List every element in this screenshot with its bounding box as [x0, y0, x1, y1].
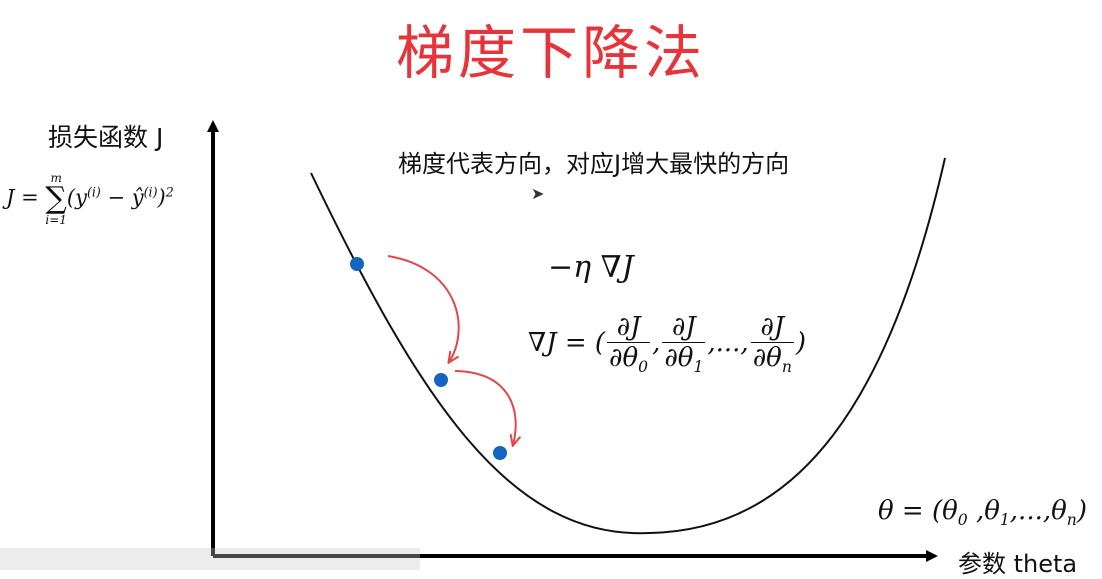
gradient-description: 梯度代表方向，对应J增大最快的方向 — [398, 150, 790, 178]
diagram-title: 梯度下降法 — [395, 19, 706, 87]
descent-point-3 — [493, 446, 507, 460]
y-axis-label: 损失函数 J — [48, 123, 164, 152]
gradient-step-arrow-1 — [387, 255, 460, 362]
gradient-formula: ∇J = (∂J ∂θ0, ∂J ∂θ1,..., ∂J ∂θn) — [528, 312, 807, 377]
gradient-step-arrow-2 — [454, 370, 516, 445]
x-axis-label: 参数 theta — [958, 550, 1078, 578]
loss-formula: J = m ∑ i=1 (y(i) − ŷ(i))2 — [6, 171, 174, 227]
loss-curve — [310, 157, 946, 535]
mouse-pointer-icon: ➤ — [531, 184, 545, 203]
descent-point-2 — [434, 373, 448, 387]
theta-vector-formula: θ = (θ0 ,θ1,...,θn) — [878, 496, 1087, 530]
update-step-formula: −η ∇J — [548, 250, 634, 285]
descent-point-1 — [350, 257, 364, 271]
subtitle-overlay — [0, 548, 420, 570]
